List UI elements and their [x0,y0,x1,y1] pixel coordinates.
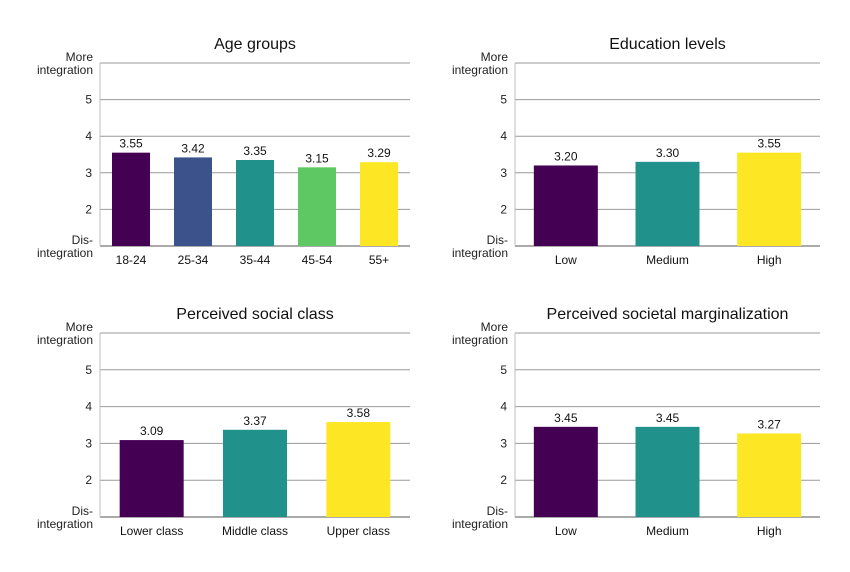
y-bottom-label-line1: Dis- [487,233,508,247]
y-bottom-label-line2: integration [37,517,93,531]
bar-value-label: 3.55 [757,137,781,151]
x-tick-label: Middle class [222,524,288,538]
x-tick-label: 45-54 [302,253,333,267]
bar-upper-class [326,422,391,517]
bar-55- [360,162,398,246]
chart-title: Perceived societal marginalization [547,306,789,323]
x-tick-label: 55+ [369,253,389,267]
y-tick-label: 2 [500,202,507,216]
bar-low [533,426,598,517]
bar-medium [635,161,700,246]
chart-title: Age groups [214,36,296,53]
y-tick-label: 4 [500,400,507,414]
y-top-label-line2: integration [452,63,508,77]
y-tick-label: 2 [85,202,92,216]
y-tick-label: 5 [500,363,507,377]
x-tick-label: Upper class [327,524,390,538]
x-tick-label: High [757,524,782,538]
y-tick-label: 3 [500,436,507,450]
bar-value-label: 3.37 [243,414,267,428]
y-bottom-label-line2: integration [37,246,93,260]
y-tick-label: 4 [85,129,92,143]
bar-high [737,433,802,517]
x-tick-label: Low [555,253,577,267]
bar-middle-class [223,429,287,517]
y-tick-label: 3 [500,166,507,180]
bar-medium [635,426,700,517]
bar-35-44 [236,159,274,246]
y-top-label-line2: integration [452,333,508,347]
y-top-label-line2: integration [37,63,93,77]
bar-value-label: 3.35 [243,144,267,158]
bar-45-54 [298,167,336,246]
bar-value-label: 3.09 [140,424,164,438]
y-tick-label: 3 [85,436,92,450]
y-top-label-line1: More [481,50,509,64]
x-tick-label: 18-24 [116,253,147,267]
y-tick-label: 4 [85,400,92,414]
y-tick-label: 5 [500,93,507,107]
x-tick-label: Low [555,524,577,538]
bar-value-label: 3.55 [119,137,143,151]
y-tick-label: 5 [85,363,92,377]
bar-25-34 [174,157,212,246]
chart-panel-1: Age groups2345MoreintegrationDis-integra… [37,36,410,267]
bar-value-label: 3.20 [554,149,578,163]
bar-value-label: 3.45 [554,411,578,425]
chart-panel-4: Perceived societal marginalization 2 3 4 5 Mo… [452,306,820,538]
bar-value-label: 3.42 [181,141,205,155]
bar-value-label: 3.29 [367,146,391,160]
x-tick-label: Medium [646,524,689,538]
y-top-label-line1: More [481,320,509,334]
x-tick-label: High [757,253,782,267]
chart-panel-2: Education levels2345MoreintegrationDis-i… [452,36,820,267]
chart-title: Perceived social class [176,306,333,323]
y-bottom-label-line1: Dis- [72,504,93,518]
y-tick-label: 3 [85,166,92,180]
bar-value-label: 3.58 [347,406,371,420]
y-top-label-line1: More [66,320,94,334]
y-bottom-label-line2: integration [452,517,508,531]
y-bottom-label-line2: integration [452,246,508,260]
y-bottom-label-line1: Dis- [487,504,508,518]
x-tick-label: Lower class [120,524,183,538]
bar-lower-class [119,440,184,517]
bar-low [533,165,598,246]
y-top-label-line2: integration [37,333,93,347]
y-tick-label: 2 [500,473,507,487]
bar-value-label: 3.27 [757,417,781,431]
bar-value-label: 3.30 [656,146,680,160]
bar-value-label: 3.45 [656,411,680,425]
x-tick-label: 25-34 [178,253,209,267]
bar-18-24 [112,152,150,246]
x-tick-label: Medium [646,253,689,267]
bar-value-label: 3.15 [305,151,329,165]
y-tick-label: 4 [500,129,507,143]
chart-title: Education levels [609,36,726,53]
y-bottom-label-line1: Dis- [72,233,93,247]
y-tick-label: 2 [85,473,92,487]
x-tick-label: 35-44 [240,253,271,267]
y-top-label-line1: More [66,50,94,64]
bar-high [737,152,802,246]
chart-panel-3: Perceived social class2345Moreintegratio… [37,306,410,538]
y-tick-label: 5 [85,93,92,107]
